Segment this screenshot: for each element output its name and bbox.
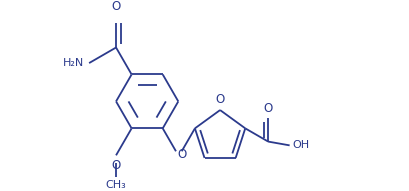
Text: O: O	[216, 93, 225, 106]
Text: OH: OH	[292, 140, 309, 150]
Text: O: O	[178, 148, 187, 161]
Text: O: O	[111, 159, 121, 172]
Text: O: O	[111, 0, 121, 13]
Text: CH₃: CH₃	[106, 180, 126, 190]
Text: H₂N: H₂N	[63, 58, 84, 68]
Text: O: O	[263, 102, 273, 115]
